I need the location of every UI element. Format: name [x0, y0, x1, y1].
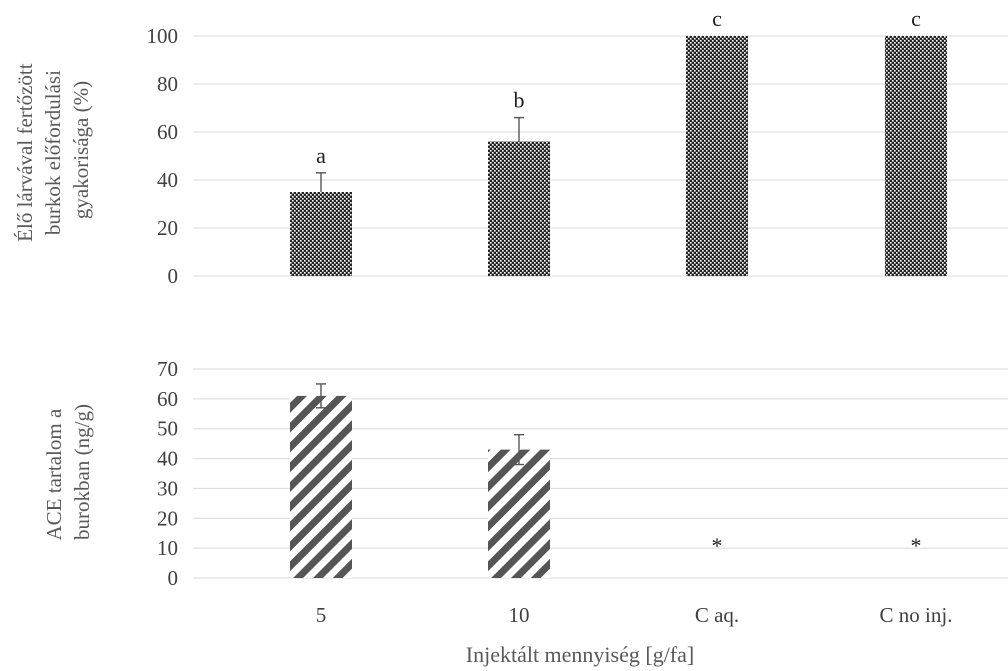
top-bar	[885, 36, 947, 276]
top-y-tick-label: 0	[168, 264, 179, 288]
bot-annotation: *	[911, 533, 922, 558]
bot-y-tick-label: 70	[157, 357, 178, 381]
bot-bar	[290, 395, 352, 578]
bot-y-tick-label: 50	[157, 417, 178, 441]
bot-bar	[488, 449, 550, 578]
bot-error-bar	[514, 433, 524, 466]
top-annotations: a b c c	[316, 6, 921, 168]
top-bar	[686, 36, 748, 276]
top-y-tick-label: 80	[157, 72, 178, 96]
top-y-tick-label: 40	[157, 168, 178, 192]
top-bars	[290, 36, 947, 276]
x-tick-label: 5	[316, 603, 327, 627]
top-error-bar	[316, 172, 326, 192]
top-annotation: b	[514, 88, 525, 113]
bottom-annotations: * *	[712, 533, 922, 558]
x-tick-labels: 5 10 C aq. C no inj.	[316, 603, 953, 627]
top-annotation: c	[712, 6, 722, 31]
x-axis-label: Injektált mennyiség [g/fa]	[466, 642, 694, 667]
bot-y-tick-label: 30	[157, 476, 178, 500]
top-y-axis-label: Élő lárvával fertőzött burkok előfordulá…	[13, 58, 93, 242]
bot-error-bar	[316, 383, 326, 409]
top-chart-panel: 0 20 40 60 80 100 a b c c Élő lárvával fertőzött…	[13, 6, 1008, 288]
top-annotation: c	[911, 6, 921, 31]
top-y-tick-labels: 0 20 40 60 80 100	[147, 24, 179, 288]
bot-y-tick-label: 40	[157, 447, 178, 471]
bot-y-tick-label: 10	[157, 536, 178, 560]
top-y-tick-label: 20	[157, 216, 178, 240]
bottom-y-axis-label: ACE tartalom a burokban (ng/g)	[42, 403, 94, 540]
top-bar	[290, 192, 352, 276]
bot-annotation: *	[712, 533, 723, 558]
top-bar	[488, 141, 550, 276]
bot-y-tick-label: 60	[157, 387, 178, 411]
top-annotation: a	[316, 143, 326, 168]
top-error-bar	[514, 116, 524, 142]
bottom-y-tick-labels: 0 10 20 30 40 50 60 70	[157, 357, 178, 590]
bot-y-tick-label: 0	[168, 566, 179, 590]
x-tick-label: C no inj.	[880, 603, 953, 627]
bot-y-tick-label: 20	[157, 506, 178, 530]
x-tick-label: C aq.	[695, 603, 739, 627]
top-y-tick-label: 100	[147, 24, 179, 48]
top-y-tick-label: 60	[157, 120, 178, 144]
x-tick-label: 10	[509, 603, 530, 627]
bottom-bars	[290, 383, 550, 578]
